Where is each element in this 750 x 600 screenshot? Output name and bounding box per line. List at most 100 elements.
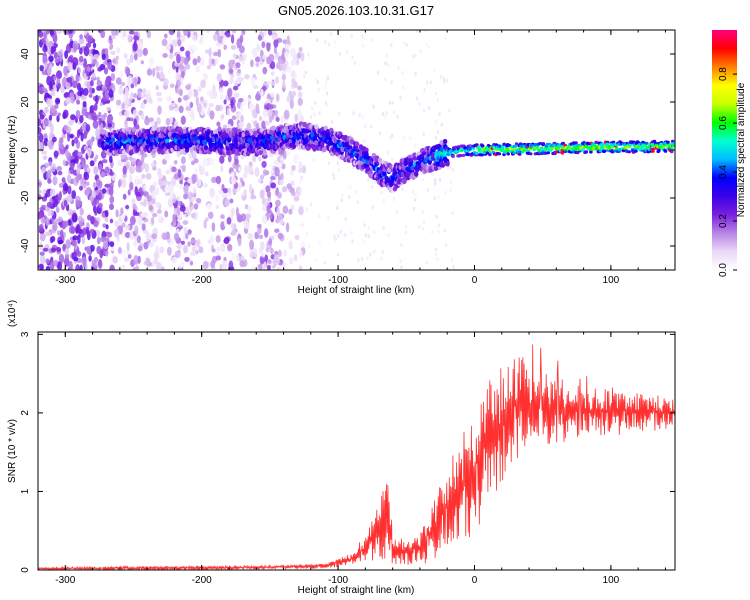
- spectrogram-cell: [290, 169, 294, 176]
- spectrogram-cell: [324, 85, 327, 90]
- spectrogram-cell: [142, 212, 149, 218]
- spectrogram-cell: [107, 123, 112, 128]
- spectrogram-cell: [47, 211, 51, 217]
- spectrogram-cell: [197, 55, 201, 63]
- spectrogram-cell: [346, 50, 349, 55]
- spectrogram-cell: [628, 143, 632, 148]
- spectrogram-x-tick-label: -100: [328, 275, 348, 286]
- spectrogram-cell: [95, 128, 100, 138]
- spectrogram-cell: [81, 256, 87, 266]
- spectrogram-cell: [127, 75, 133, 85]
- spectrogram-cell: [110, 50, 116, 56]
- snr-x-tick-label: -100: [328, 575, 348, 586]
- spectrogram-cell: [109, 203, 114, 211]
- spectrogram-cell: [360, 256, 364, 261]
- spectrogram-cell: [49, 188, 56, 197]
- spectrogram-cell: [86, 147, 92, 157]
- spectrogram-cell: [423, 108, 426, 113]
- spectrogram-cell: [75, 109, 81, 120]
- spectrogram-cell: [115, 209, 119, 218]
- spectrogram-cell: [218, 30, 225, 37]
- spectrogram-cell: [260, 88, 264, 99]
- spectrogram-cell: [82, 58, 88, 68]
- spectrogram-cell: [318, 111, 321, 116]
- spectrogram-cell: [45, 258, 50, 264]
- spectrogram-cell: [330, 32, 333, 37]
- spectrogram-cell: [246, 97, 251, 102]
- snr-x-axis-label: Height of straight line (km): [298, 585, 415, 596]
- snr-y-tick-label: 1: [20, 488, 31, 494]
- spectrogram-cell: [269, 92, 276, 98]
- spectrogram-cell: [372, 104, 375, 109]
- spectrogram-cell: [451, 154, 456, 158]
- spectrogram-cell: [334, 237, 338, 242]
- spectrogram-cell: [175, 250, 181, 257]
- spectrogram-cell: [299, 265, 303, 270]
- spectrogram-cell: [53, 51, 58, 60]
- spectrogram-cell: [271, 34, 278, 40]
- spectrogram-cell: [480, 144, 485, 148]
- spectrogram-cell: [255, 93, 261, 101]
- spectrogram-cell: [41, 166, 47, 174]
- spectrogram-cell: [40, 204, 47, 211]
- spectrogram-cell: [306, 231, 309, 236]
- spectrogram-cell: [120, 81, 126, 87]
- spectrogram-cell: [214, 58, 219, 65]
- spectrogram-cell: [207, 211, 214, 220]
- spectrogram-cell: [38, 85, 41, 94]
- spectrogram-cell: [259, 234, 263, 240]
- spectrogram-cell: [43, 31, 47, 41]
- spectrogram-cell: [109, 218, 114, 224]
- spectrogram-cell: [422, 220, 426, 225]
- spectrogram-cell: [176, 150, 181, 158]
- spectrogram-cell: [270, 71, 275, 76]
- spectrogram-cell: [250, 77, 256, 86]
- spectrogram-cell: [197, 86, 202, 93]
- spectrogram-cell: [102, 240, 109, 250]
- spectrogram-cell: [44, 106, 49, 114]
- spectrogram-cell: [238, 121, 245, 129]
- spectrogram-cell: [56, 230, 61, 236]
- spectrogram-cell: [259, 174, 265, 180]
- spectrogram-cell: [256, 223, 262, 229]
- spectrogram-cell: [177, 262, 184, 269]
- spectrogram-cell: [104, 250, 109, 257]
- spectrogram-cell: [215, 251, 221, 257]
- spectrogram-cell: [589, 150, 593, 154]
- spectrogram-cell: [131, 126, 137, 133]
- spectrogram-cell: [314, 124, 319, 130]
- spectrogram-cell: [447, 165, 450, 170]
- spectrogram-cell: [42, 247, 49, 252]
- spectrogram-x-tick-label: 100: [603, 275, 620, 286]
- spectrogram-cell: [314, 258, 317, 262]
- spectrogram-cell: [313, 112, 316, 117]
- spectrogram-cell: [130, 83, 135, 89]
- spectrogram-cell: [177, 38, 182, 47]
- spectrogram-cell: [62, 183, 69, 192]
- spectrogram-cell: [77, 67, 81, 74]
- spectrogram-cell: [66, 76, 73, 83]
- spectrogram-cell: [121, 102, 125, 110]
- spectrogram-cell: [154, 201, 161, 208]
- spectrogram-cell: [70, 114, 76, 121]
- spectrogram-cell: [325, 129, 331, 135]
- spectrogram-cell: [143, 199, 147, 207]
- spectrogram-cell: [199, 96, 204, 102]
- spectrogram-cell: [106, 231, 113, 238]
- spectrogram-cell: [408, 161, 413, 167]
- spectrogram-cell: [321, 147, 327, 153]
- spectrogram-cell: [50, 209, 54, 217]
- spectrogram-cell: [135, 265, 140, 270]
- spectrogram-cell: [209, 110, 215, 120]
- spectrogram-cell: [299, 249, 303, 258]
- spectrogram-cell: [216, 73, 222, 83]
- spectrogram-cell: [137, 245, 143, 252]
- spectrogram-cell: [185, 84, 191, 91]
- spectrogram-cell: [101, 159, 108, 164]
- spectrogram-cell: [297, 85, 302, 91]
- spectrogram-cell: [249, 239, 255, 250]
- spectrogram-cell: [238, 182, 243, 189]
- spectrogram-cell: [421, 210, 424, 215]
- spectrogram-cell: [384, 77, 387, 82]
- spectrogram-cell: [192, 152, 197, 160]
